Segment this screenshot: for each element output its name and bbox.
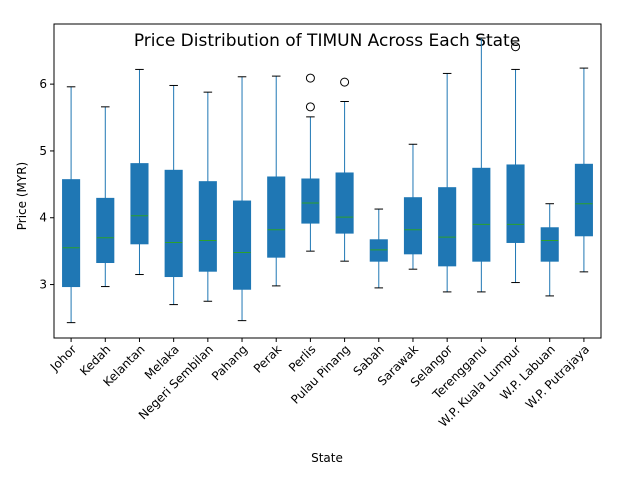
box-kedah [96,106,115,288]
y-tick-label: 3 [39,278,47,292]
y-axis: 3 4 5 6 [39,77,54,292]
x-tick-label: Pahang [209,342,250,383]
box-iqr [96,197,115,264]
box-iqr [164,169,183,278]
box-negeri-sembilan [198,91,217,302]
box-iqr [403,197,423,255]
box-iqr [130,163,149,245]
box-sabah [369,208,388,289]
box-pulau-pinang [335,77,354,262]
x-tick-label: Johor [47,342,79,374]
x-tick-label: Perlis [286,342,319,375]
box-perlis [301,73,320,252]
box-kelantan [130,68,149,276]
box-iqr [369,239,388,262]
outlier-point [511,42,521,52]
outlier-point [305,102,315,112]
outlier-point [340,77,350,87]
outlier-point [305,73,315,83]
box-iqr [267,176,286,258]
box-sarawak [403,143,423,270]
box-johor [62,86,81,324]
box-iqr [506,164,525,243]
box-iqr [438,187,457,267]
plot-frame [53,23,602,339]
y-tick-label: 5 [39,144,47,158]
box-iqr [540,227,559,262]
box-iqr [62,179,81,288]
box-iqr [335,172,354,234]
box-selangor [438,72,457,293]
box-iqr [232,200,252,290]
plot-area [62,37,593,324]
box-iqr [198,181,217,272]
y-tick-label: 6 [39,77,47,91]
box-iqr [472,167,491,262]
x-tick-label: Perak [251,342,285,376]
box-w-p-kuala-lumpur [506,42,525,284]
box-terengganu [472,37,491,293]
x-tick-label: W.P. Putrajaya [523,342,592,411]
box-perak [267,75,286,287]
box-iqr [574,163,593,237]
box-w-p-labuan [540,203,559,297]
y-axis-title: Price (MYR) [15,162,29,230]
x-axis-title: State [311,451,343,465]
box-pahang [232,76,252,322]
y-tick-label: 4 [39,211,47,225]
box-melaka [164,84,183,306]
box-w-p-putrajaya [574,67,593,273]
box-iqr [301,178,320,224]
chart-title: Price Distribution of TIMUN Across Each … [134,31,520,51]
